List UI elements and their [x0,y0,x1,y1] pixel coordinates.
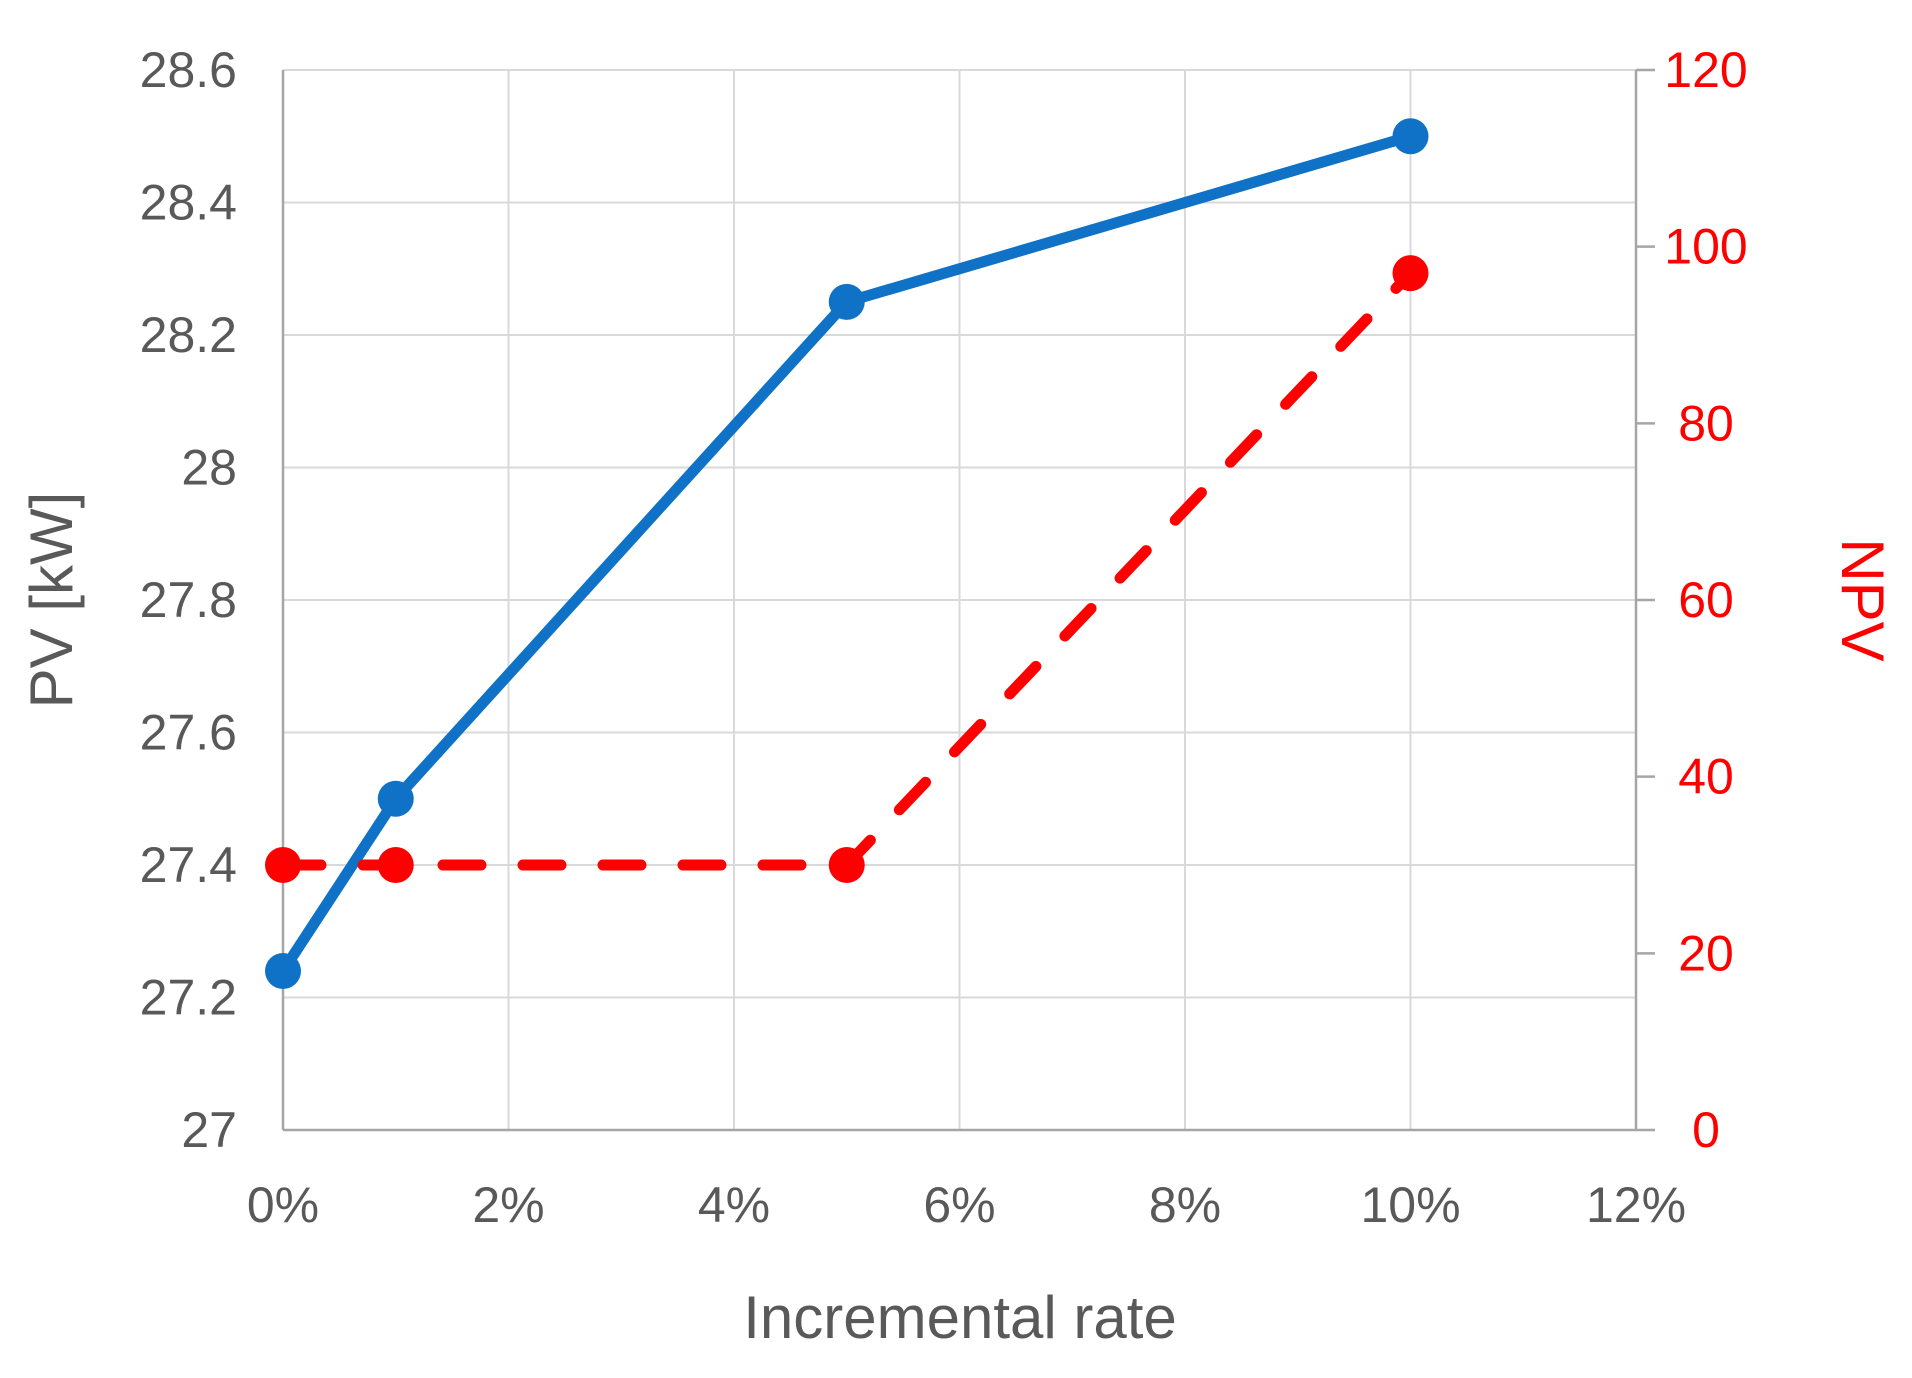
pv-data-point [265,953,301,989]
npv-data-point [828,847,865,883]
left-axis-tick-label: 27.2 [140,970,237,1026]
x-axis-tick-label: 10% [1360,1177,1460,1233]
left-axis-tick-label: 28.2 [140,307,237,363]
right-axis-tick-label: 120 [1664,42,1747,98]
x-axis-tick-label: 6% [923,1177,995,1233]
x-axis-tick-label: 12% [1586,1177,1686,1233]
x-axis-title: Incremental rate [743,1284,1177,1351]
left-axis-tick-label: 27 [181,1102,237,1158]
npv-data-point [265,847,301,883]
pv-data-point [377,780,414,817]
npv-series-line [277,267,1416,871]
left-axis-tick-label: 27.8 [140,572,237,628]
left-axis-tick-label: 27.4 [140,837,237,893]
left-axis-tick-label: 28.6 [140,42,237,98]
right-axis-tick-label: 80 [1678,395,1734,451]
pv-data-point [1392,118,1429,155]
right-axis-title: NPV [1829,538,1896,662]
left-axis-tick-label: 27.6 [140,705,237,761]
gridlines [282,69,1637,1131]
pv-series [265,118,1429,989]
right-axis-tick-label: 0 [1692,1102,1720,1158]
left-axis-title: PV [kW] [18,491,85,709]
npv-series [265,255,1429,883]
right-axis-tick-label: 40 [1678,749,1734,805]
npv-data-point [377,847,414,883]
right-axis-tick-label: 60 [1678,572,1734,628]
x-axis-tick-label: 0% [247,1177,319,1233]
left-axis-tick-label: 28.4 [140,175,237,231]
pv-data-point [828,283,865,320]
left-axis-tick-label: 28 [181,440,237,496]
x-axis-tick-label: 8% [1149,1177,1221,1233]
npv-data-point [1392,255,1429,292]
pv-series-line [277,130,1416,977]
right-axis-tick-label: 100 [1664,219,1747,275]
right-axis-tick-label: 20 [1678,925,1734,981]
tick-labels: 27 27.2 27.4 27.6 27.8 28 28.2 28.4 28.6 0 20 40 60 8… [140,42,1748,1233]
x-axis-tick-label: 4% [698,1177,770,1233]
x-axis-tick-label: 2% [472,1177,544,1233]
